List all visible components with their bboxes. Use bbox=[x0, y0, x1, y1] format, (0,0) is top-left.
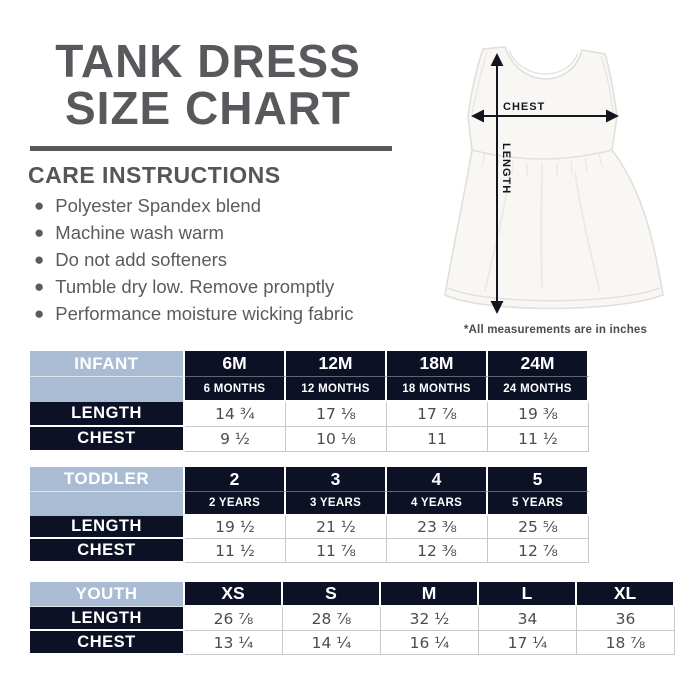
size-value-cell: 19 ⅜ bbox=[488, 402, 589, 427]
row-label-cell: LENGTH bbox=[30, 516, 185, 539]
group-label-cell: INFANT bbox=[30, 351, 185, 377]
size-value-cell: 11 ½ bbox=[488, 427, 589, 452]
size-subheader-cell: 6 MONTHS bbox=[185, 377, 286, 402]
size-header-cell: 4 bbox=[387, 467, 488, 492]
title-divider bbox=[30, 146, 392, 151]
bullet-icon: ● bbox=[34, 277, 45, 296]
size-header-cell: 6M bbox=[185, 351, 286, 377]
size-value-cell: 19 ½ bbox=[185, 516, 286, 539]
size-value-cell: 14 ¼ bbox=[283, 631, 381, 655]
size-header-cell: 3 bbox=[286, 467, 387, 492]
size-header-cell: 5 bbox=[488, 467, 589, 492]
size-header-cell: 24M bbox=[488, 351, 589, 377]
size-header-cell: 2 bbox=[185, 467, 286, 492]
size-table-youth: YOUTH XS S M L XL LENGTH 26 ⅞ 28 ⅞ 32 ½ 34 36 CHEST 1… bbox=[30, 582, 675, 655]
tank-dress-shape bbox=[444, 46, 664, 310]
row-label-cell: CHEST bbox=[30, 427, 185, 452]
size-subheader-cell: 18 MONTHS bbox=[387, 377, 488, 402]
size-value-cell: 11 ½ bbox=[185, 539, 286, 563]
care-instruction-item: ● Do not add softeners bbox=[34, 246, 353, 273]
size-value-cell: 28 ⅞ bbox=[283, 607, 381, 631]
size-subheader-cell: 5 YEARS bbox=[488, 492, 589, 516]
size-value-cell: 32 ½ bbox=[381, 607, 479, 631]
care-instruction-item: ● Polyester Spandex blend bbox=[34, 192, 353, 219]
measurements-footnote: *All measurements are in inches bbox=[463, 324, 648, 336]
size-subheader-cell: 24 MONTHS bbox=[488, 377, 589, 402]
size-value-cell: 11 ⅞ bbox=[286, 539, 387, 563]
size-subheader-cell: 2 YEARS bbox=[185, 492, 286, 516]
size-header-cell: XL bbox=[577, 582, 675, 607]
size-value-cell: 9 ½ bbox=[185, 427, 286, 452]
size-value-cell: 23 ⅜ bbox=[387, 516, 488, 539]
care-instruction-item: ● Tumble dry low. Remove promptly bbox=[34, 273, 353, 300]
size-subheader-cell: 3 YEARS bbox=[286, 492, 387, 516]
page-title: TANK DRESS SIZE CHART bbox=[12, 38, 404, 132]
dress-illustration: CHEST LENGTH bbox=[444, 46, 664, 314]
care-instruction-text: Polyester Spandex blend bbox=[55, 194, 261, 216]
care-instruction-item: ● Machine wash warm bbox=[34, 219, 353, 246]
row-label-cell: CHEST bbox=[30, 631, 185, 655]
care-instructions-list: ● Polyester Spandex blend ● Machine wash… bbox=[34, 192, 353, 327]
chest-measure-label: CHEST bbox=[503, 101, 545, 113]
group-label-spacer bbox=[30, 492, 185, 516]
row-label-cell: CHEST bbox=[30, 539, 185, 563]
size-value-cell: 18 ⅞ bbox=[577, 631, 675, 655]
page-title-line1: TANK DRESS bbox=[55, 35, 361, 87]
size-header-cell: S bbox=[283, 582, 381, 607]
size-header-cell: L bbox=[479, 582, 577, 607]
row-label-cell: LENGTH bbox=[30, 607, 185, 631]
size-table-infant: INFANT 6M 12M 18M 24M 6 MONTHS 12 MONTHS 18 MON… bbox=[30, 351, 589, 452]
group-label-cell: YOUTH bbox=[30, 582, 185, 607]
size-value-cell: 36 bbox=[577, 607, 675, 631]
size-subheader-cell: 4 YEARS bbox=[387, 492, 488, 516]
size-value-cell: 25 ⅝ bbox=[488, 516, 589, 539]
care-instruction-text: Do not add softeners bbox=[55, 248, 228, 270]
size-header-cell: 12M bbox=[286, 351, 387, 377]
size-value-cell: 16 ¼ bbox=[381, 631, 479, 655]
group-label-cell: TODDLER bbox=[30, 467, 185, 492]
size-value-cell: 26 ⅞ bbox=[185, 607, 283, 631]
size-value-cell: 11 bbox=[387, 427, 488, 452]
bullet-icon: ● bbox=[34, 196, 45, 215]
size-value-cell: 13 ¼ bbox=[185, 631, 283, 655]
size-value-cell: 17 ⅞ bbox=[387, 402, 488, 427]
bullet-icon: ● bbox=[34, 304, 45, 323]
care-instructions-heading: CARE INSTRUCTIONS bbox=[28, 162, 281, 188]
size-value-cell: 10 ⅛ bbox=[286, 427, 387, 452]
size-header-cell: XS bbox=[185, 582, 283, 607]
page-title-line2: SIZE CHART bbox=[65, 82, 351, 134]
size-value-cell: 12 ⅜ bbox=[387, 539, 488, 563]
size-value-cell: 34 bbox=[479, 607, 577, 631]
size-value-cell: 17 ⅛ bbox=[286, 402, 387, 427]
size-value-cell: 17 ¼ bbox=[479, 631, 577, 655]
size-value-cell: 21 ½ bbox=[286, 516, 387, 539]
bullet-icon: ● bbox=[34, 223, 45, 242]
size-header-cell: 18M bbox=[387, 351, 488, 377]
care-instruction-text: Machine wash warm bbox=[55, 221, 224, 243]
size-subheader-cell: 12 MONTHS bbox=[286, 377, 387, 402]
care-instruction-text: Tumble dry low. Remove promptly bbox=[55, 275, 335, 297]
bullet-icon: ● bbox=[34, 250, 45, 269]
size-value-cell: 14 ¾ bbox=[185, 402, 286, 427]
size-value-cell: 12 ⅞ bbox=[488, 539, 589, 563]
length-measure-label: LENGTH bbox=[500, 143, 512, 194]
care-instruction-item: ● Performance moisture wicking fabric bbox=[34, 300, 353, 327]
row-label-cell: LENGTH bbox=[30, 402, 185, 427]
care-instruction-text: Performance moisture wicking fabric bbox=[55, 302, 354, 324]
size-table-toddler: TODDLER 2 3 4 5 2 YEARS 3 YEARS 4 YEARS 5 YEARS L… bbox=[30, 467, 589, 563]
group-label-spacer bbox=[30, 377, 185, 402]
size-header-cell: M bbox=[381, 582, 479, 607]
